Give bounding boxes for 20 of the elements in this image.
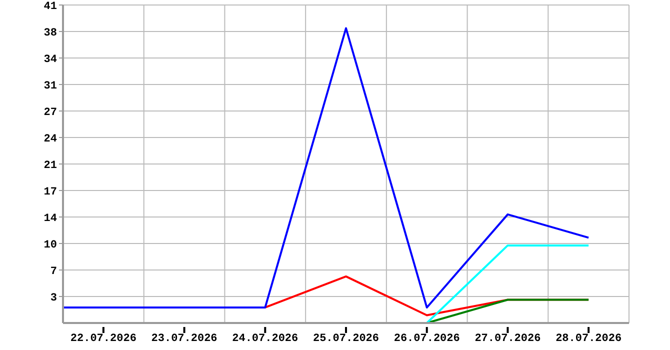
x-tick-label: 27.07.2026: [474, 333, 541, 345]
line-series: [63, 27, 590, 308]
y-tick-label: 14: [44, 212, 58, 225]
y-tick-label: 10: [44, 239, 57, 252]
y-tick-label: 21: [44, 160, 58, 172]
y-tick-label: 41: [44, 0, 58, 13]
y-tick-label: 31: [44, 80, 58, 92]
x-tick-label: 25.07.2026: [312, 333, 380, 345]
y-tick-label: 7: [50, 266, 57, 278]
x-tick-label: 23.07.2026: [151, 333, 218, 345]
y-tick-label: 34: [44, 54, 58, 66]
x-tick-label: 22.07.2026: [70, 333, 136, 345]
y-tick-label: 27: [44, 106, 57, 119]
x-tick-label: 28.07.2026: [556, 333, 622, 345]
x-tick-label: 24.07.2026: [232, 333, 298, 345]
y-tick-label: 38: [44, 27, 58, 40]
y-tick-label: 3: [50, 292, 58, 304]
y-tick-label: 17: [44, 186, 57, 198]
y-tick-label: 24: [44, 133, 58, 146]
x-tick-label: 26.07.2026: [394, 333, 460, 345]
